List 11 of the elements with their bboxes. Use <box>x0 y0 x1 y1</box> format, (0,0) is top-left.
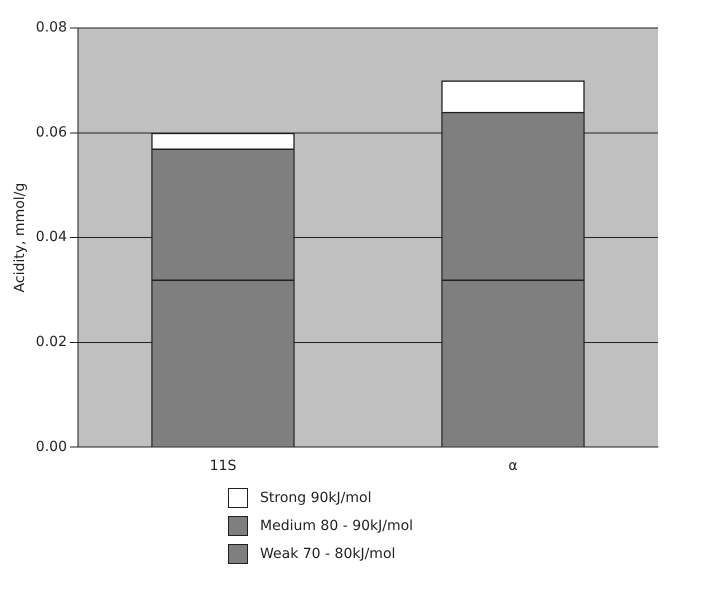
y-axis-title: Acidity, mmol/g <box>12 182 28 292</box>
x-tick-label: α <box>508 458 518 474</box>
x-tick-label: 11S <box>210 458 236 474</box>
y-tick-label: 0.06 <box>36 124 68 140</box>
legend-label: Strong 90kJ/mol <box>260 490 372 506</box>
y-tick-label: 0.08 <box>36 20 67 36</box>
y-tick-label: 0.02 <box>36 334 67 350</box>
y-tick-label: 0.00 <box>36 438 67 455</box>
legend-label: Medium 80 - 90kJ/mol <box>260 518 414 534</box>
legend-label: Weak 70 - 80kJ/mol <box>260 546 396 562</box>
y-tick-label: 0.04 <box>36 229 68 246</box>
